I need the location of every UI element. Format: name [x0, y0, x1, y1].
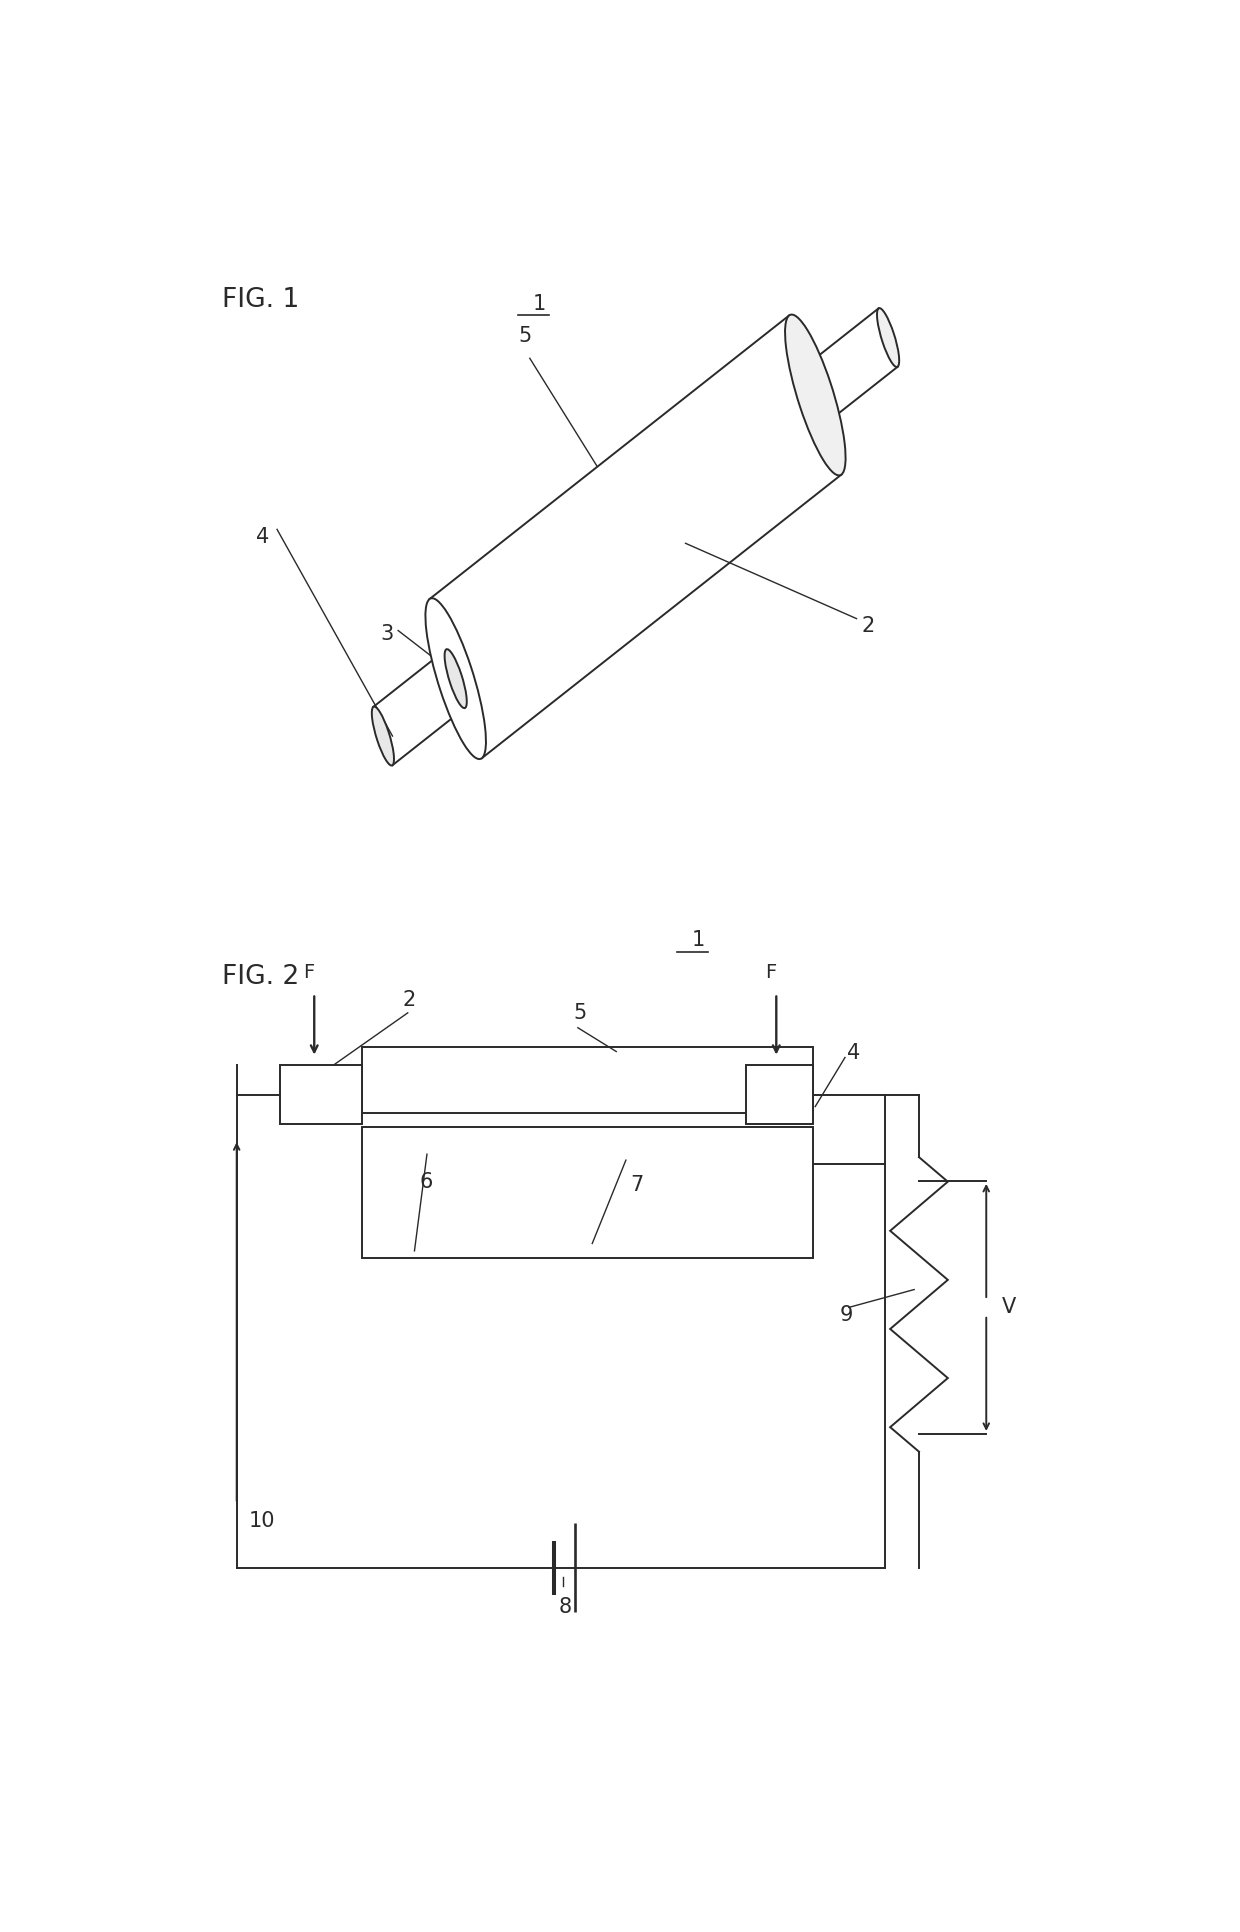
Text: FIG. 2: FIG. 2: [222, 964, 300, 989]
Text: 8: 8: [558, 1598, 572, 1617]
Bar: [746, 1065, 813, 1124]
Text: V: V: [1002, 1298, 1016, 1318]
Ellipse shape: [372, 707, 394, 765]
Text: 1: 1: [692, 931, 704, 951]
Text: FIG. 1: FIG. 1: [222, 286, 300, 313]
Ellipse shape: [877, 307, 899, 367]
Bar: [362, 1128, 813, 1258]
Text: 3: 3: [381, 624, 394, 643]
Text: F: F: [765, 962, 776, 981]
Text: 7: 7: [631, 1175, 644, 1196]
Text: 1: 1: [533, 294, 546, 313]
Text: 5: 5: [518, 327, 532, 346]
Text: 4: 4: [847, 1043, 861, 1063]
Text: F: F: [303, 962, 314, 981]
Ellipse shape: [785, 315, 846, 475]
Text: 10: 10: [249, 1511, 275, 1532]
Text: 2: 2: [862, 616, 874, 636]
Bar: [362, 1047, 813, 1113]
Text: 5: 5: [573, 1003, 587, 1024]
Ellipse shape: [425, 599, 486, 759]
Text: 4: 4: [255, 527, 269, 547]
Text: 9: 9: [839, 1304, 853, 1325]
Ellipse shape: [445, 649, 466, 709]
Bar: [280, 1065, 362, 1124]
Text: 6: 6: [419, 1173, 433, 1192]
Text: 2: 2: [403, 989, 417, 1010]
